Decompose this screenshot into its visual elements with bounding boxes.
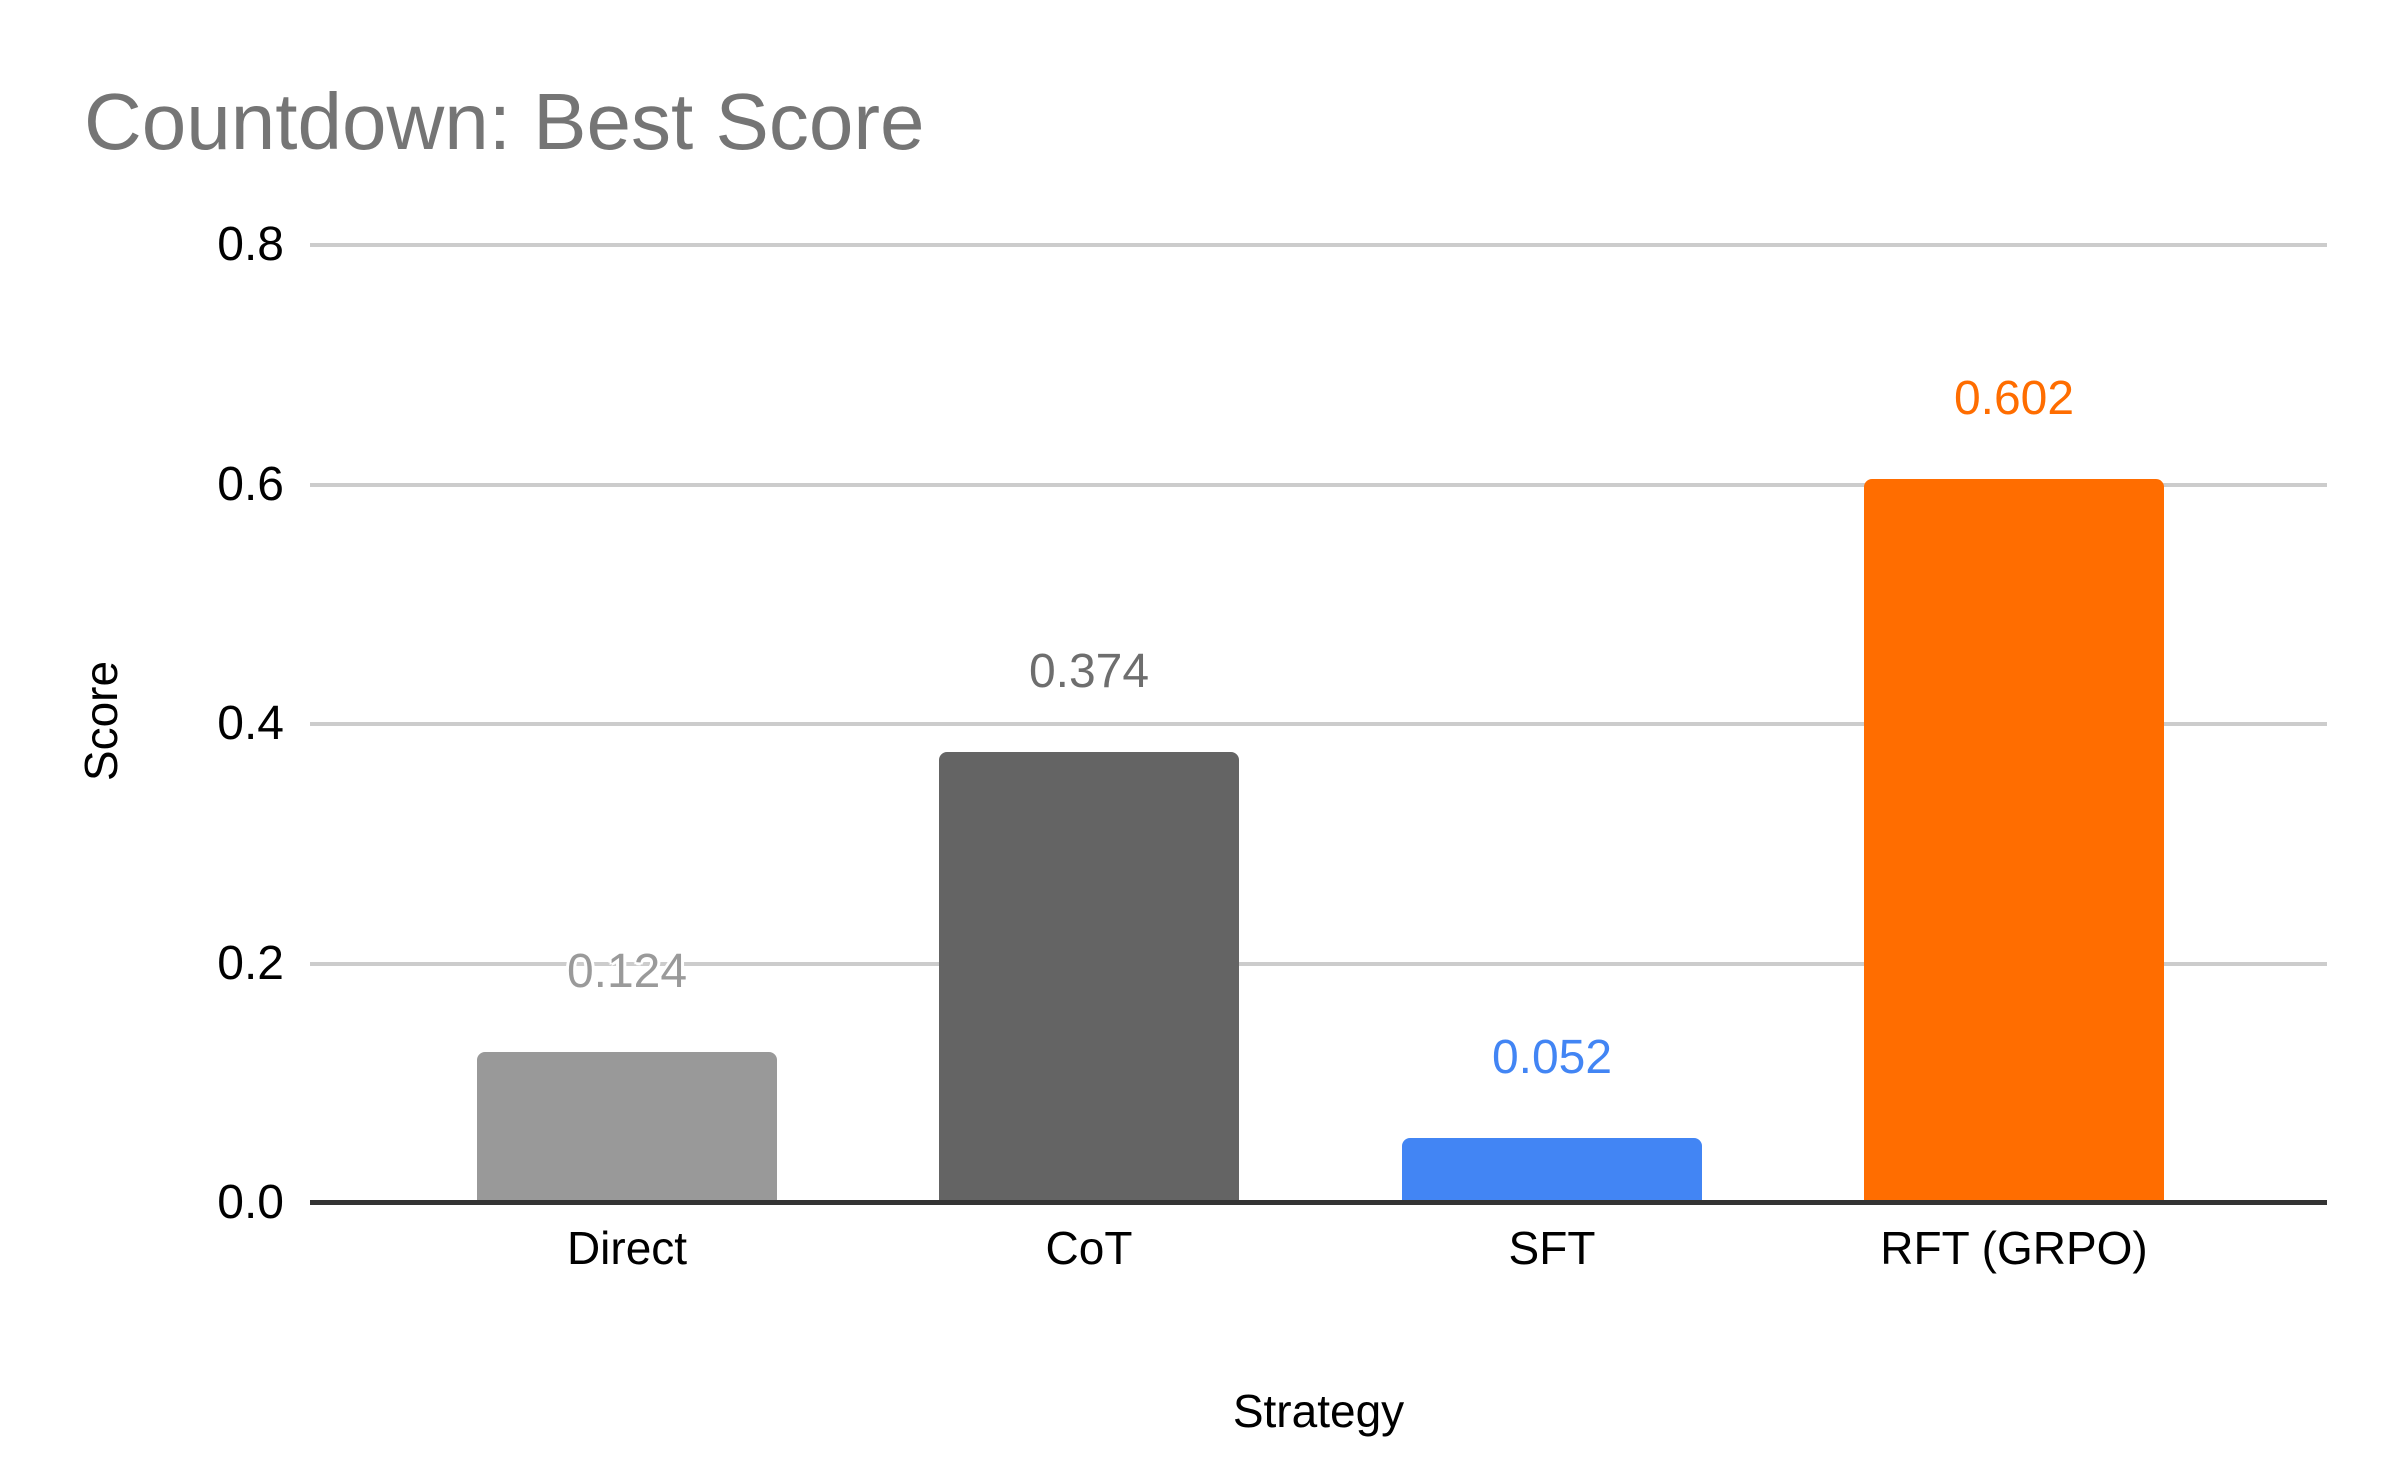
bar-cot [939, 752, 1239, 1200]
gridline [310, 243, 2327, 248]
x-axis-title: Strategy [1232, 1385, 1405, 1437]
bar-rft-grpo [1864, 479, 2164, 1200]
category-label: CoT [1045, 1222, 1133, 1274]
chart-title: Countdown: Best Score [84, 77, 925, 166]
bar-sft [1402, 1137, 1702, 1200]
value-label: 0.602 [1953, 372, 2075, 426]
x-axis-line [310, 1200, 2327, 1205]
category-label: SFT [1508, 1222, 1596, 1274]
category-label: Direct [566, 1222, 688, 1274]
gridline [310, 482, 2327, 487]
y-tick-label: 0.2 [217, 936, 284, 990]
y-tick-label: 0.4 [217, 697, 284, 751]
y-tick-label: 0.0 [217, 1176, 284, 1229]
gridline [310, 722, 2327, 727]
value-label: 0.124 [566, 944, 688, 998]
y-tick-label: 0.6 [217, 457, 284, 511]
category-label: RFT (GRPO) [1880, 1222, 2148, 1274]
value-label: 0.052 [1491, 1030, 1613, 1084]
value-label: 0.374 [1028, 645, 1150, 699]
bar-direct [477, 1051, 777, 1200]
y-tick-label: 0.8 [217, 218, 284, 272]
gridline [310, 961, 2327, 966]
